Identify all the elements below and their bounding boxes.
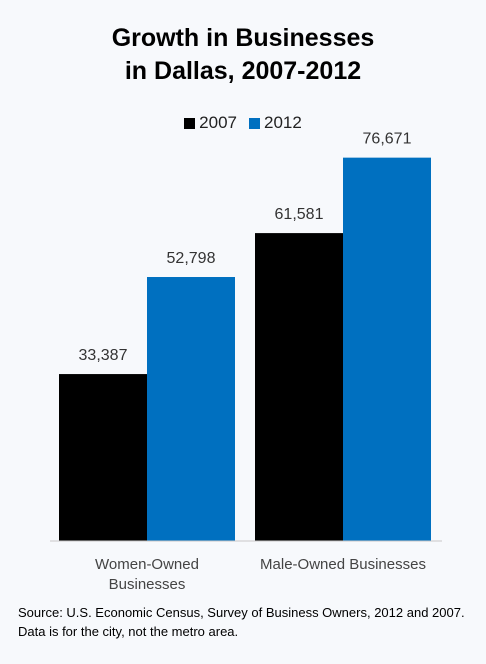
data-label-2007-women-owned: 33,387 [79, 347, 128, 364]
chart-title-line-1: Growth in Businesses [111, 24, 375, 52]
bar-2007-women-owned [59, 374, 147, 541]
legend-label-2012: 2012 [264, 113, 302, 132]
data-label-2012-women-owned: 52,798 [167, 250, 216, 267]
data-label-2012-male-owned: 76,671 [363, 131, 412, 148]
data-label-2007-male-owned: 61,581 [275, 206, 324, 223]
source-note: Source: U.S. Economic Census, Survey of … [18, 605, 465, 639]
legend: 2007 2012 [0, 113, 486, 133]
bar-chart: 33,387 52,798 61,581 76,671 Women-Owned Busi… [50, 131, 442, 593]
category-label-women-owned-line-1: Women-Owned [95, 556, 199, 573]
chart-title-line-2: in Dallas, 2007-2012 [124, 57, 362, 85]
legend-item-2007: 2007 [184, 113, 237, 133]
chart-title: Growth in Businesses in Dallas, 2007-201… [0, 22, 486, 88]
bar-2012-male-owned [343, 157, 431, 541]
legend-swatch-2012 [249, 117, 260, 129]
bar-2007-male-owned [255, 233, 343, 541]
legend-item-2012: 2012 [249, 113, 302, 133]
category-label-male-owned-line-1: Male-Owned Businesses [260, 556, 426, 573]
legend-label-2007: 2007 [199, 113, 237, 132]
bar-2012-women-owned [147, 277, 235, 541]
category-label-women-owned-line-2: Businesses [109, 576, 186, 593]
legend-swatch-2007 [184, 117, 196, 129]
